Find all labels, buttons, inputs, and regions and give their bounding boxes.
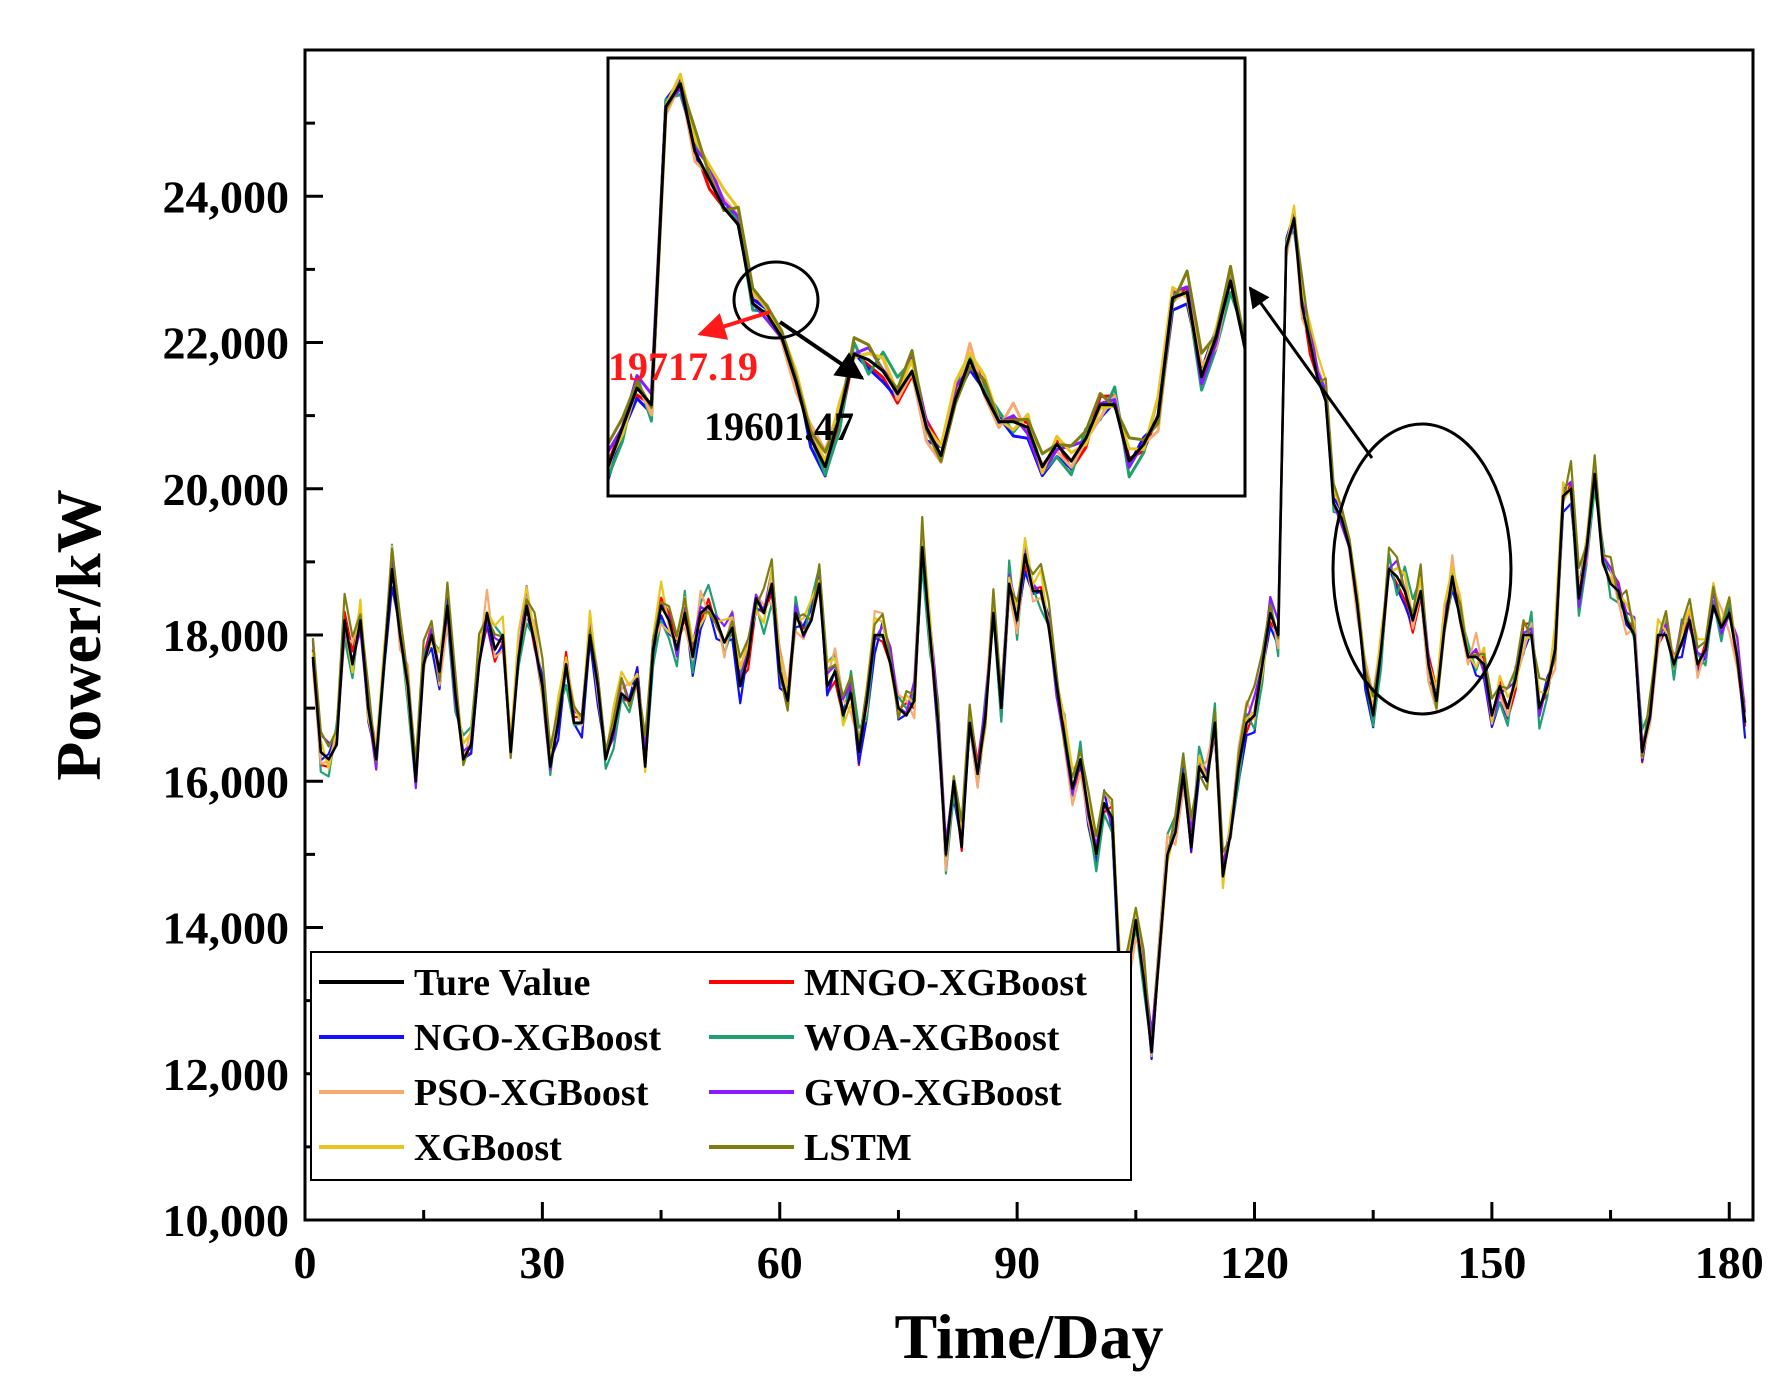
annotation-true-value: 19601.47: [704, 404, 854, 449]
series-line-ture-value: [311, 216, 1747, 1054]
zoom-region-ellipse: [1331, 422, 1513, 716]
legend-items: Ture Value MNGO-XGBoost NGO-XGBoost WOA-XGB…: [319, 962, 1087, 1169]
y-tick-label: 22,000: [163, 318, 290, 369]
zoom-arrow: [1248, 286, 1374, 459]
y-axis-title: Power/kW: [43, 489, 114, 781]
y-tick-label: 20,000: [163, 464, 290, 515]
x-axis-title: Time/Day: [894, 1301, 1163, 1372]
legend-label: PSO-XGBoost: [414, 1072, 649, 1114]
series-line-xgboost: [311, 204, 1747, 1050]
legend-label: XGBoost: [414, 1127, 562, 1169]
legend-label: NGO-XGBoost: [414, 1017, 661, 1059]
inset-frame: [606, 56, 1247, 498]
x-tick-label: 180: [1695, 1237, 1764, 1288]
y-tick-label: 16,000: [163, 756, 290, 807]
y-tick-label: 24,000: [163, 171, 290, 222]
annotation-arrow-black: [778, 320, 865, 380]
y-axis-ticks: 10,000 12,000 14,000 16,000 18,000 20,000 22,0…: [163, 121, 323, 1246]
legend-label: GWO-XGBoost: [804, 1072, 1062, 1114]
legend-label: Ture Value: [414, 962, 590, 1004]
x-axis-ticks: 0 30 60 90 120 150 180: [294, 1202, 1764, 1288]
x-tick-label: 60: [757, 1237, 803, 1288]
x-tick-label: 0: [294, 1237, 317, 1288]
y-tick-label: 12,000: [163, 1049, 290, 1100]
x-tick-label: 90: [994, 1237, 1040, 1288]
legend-label: MNGO-XGBoost: [804, 962, 1087, 1004]
annotation-mngo-value: 19717.19: [608, 344, 758, 389]
y-tick-label: 10,000: [163, 1195, 290, 1246]
x-tick-label: 120: [1220, 1237, 1289, 1288]
legend-label: WOA-XGBoost: [804, 1017, 1060, 1059]
y-tick-label: 14,000: [163, 903, 290, 954]
legend-box: [310, 951, 1132, 1181]
y-tick-label: 18,000: [163, 610, 290, 661]
inset-series-group: [608, 72, 1245, 481]
x-tick-label: 150: [1457, 1237, 1526, 1288]
main-series-group: [311, 204, 1747, 1061]
legend-label: LSTM: [804, 1127, 912, 1169]
inset-series-line-ture-value: [608, 82, 1245, 469]
inset-highlight-circle: [732, 260, 820, 340]
x-tick-label: 30: [519, 1237, 565, 1288]
annotation-arrow-red: [697, 310, 771, 340]
